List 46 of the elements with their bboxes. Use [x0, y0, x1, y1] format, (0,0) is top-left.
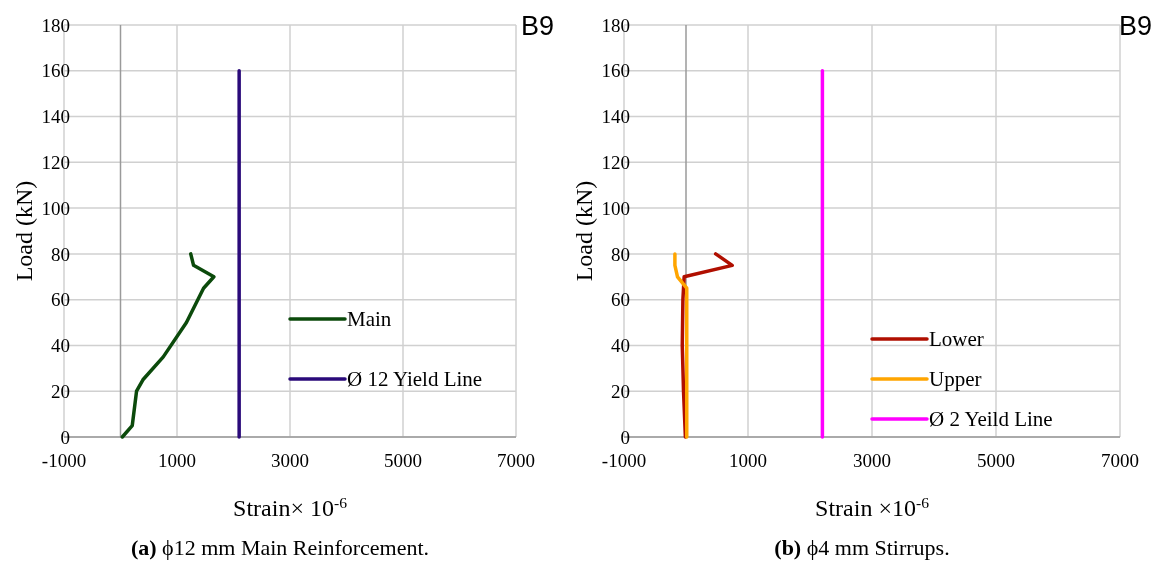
- x-axis-title: Strain ×10$^{-6}$: [815, 493, 930, 521]
- x-tick-label: 3000: [853, 450, 891, 471]
- text: B9: [520, 11, 554, 41]
- line-series: [680, 252, 734, 439]
- y-axis-title: Load (kN): [11, 180, 37, 282]
- line-series: [120, 252, 216, 439]
- y-tick-label: 80: [51, 243, 70, 265]
- x-tick-label: -1000: [41, 450, 87, 471]
- y-tick-label: 60: [51, 289, 70, 311]
- y-tick-label: 0: [60, 426, 70, 448]
- y-tick-label: 40: [51, 335, 70, 357]
- x-tick-label: 1000: [158, 450, 196, 471]
- x-tick-label: 7000: [1101, 450, 1139, 471]
- y-tick-label: 0: [620, 426, 630, 448]
- y-tick-label: 140: [601, 106, 630, 128]
- y-axis-title: Load (kN): [571, 180, 597, 282]
- y-tick-label: 100: [601, 197, 630, 219]
- y-tick-label: 180: [41, 14, 70, 36]
- text: (a) ϕ12 mm Main Reinforcement.: [130, 535, 430, 560]
- y-tick-label: 60: [611, 289, 630, 311]
- line-series: [673, 252, 689, 439]
- x-tick-label: 7000: [497, 450, 535, 471]
- y-tick-label: 120: [41, 151, 70, 173]
- x-tick-label: 5000: [384, 450, 422, 471]
- y-tick-label: 40: [611, 335, 630, 357]
- text: (b) ϕ4 mm Stirrups.: [774, 535, 950, 560]
- legend-label: Lower: [929, 327, 984, 352]
- x-axis-title: Strain× 10$^{-6}$: [233, 493, 348, 521]
- legend-label: Ø 2 Yeild Line: [929, 407, 1053, 432]
- annotation: B9: [1118, 11, 1152, 41]
- y-tick-label: 160: [601, 60, 630, 82]
- legend-label: Upper: [929, 367, 982, 392]
- x-tick-label: 5000: [977, 450, 1015, 471]
- y-tick-label: 100: [41, 197, 70, 219]
- y-tick-label: 20: [611, 380, 630, 402]
- x-tick-label: -1000: [601, 450, 647, 471]
- y-tick-label: 160: [41, 60, 70, 82]
- y-tick-label: 80: [611, 243, 630, 265]
- y-tick-label: 20: [51, 380, 70, 402]
- y-tick-label: 120: [601, 151, 630, 173]
- x-tick-label: 3000: [271, 450, 309, 471]
- y-tick-label: 140: [41, 106, 70, 128]
- x-tick-label: 1000: [729, 450, 767, 471]
- legend-label: Main: [347, 307, 392, 332]
- y-tick-label: 180: [601, 14, 630, 36]
- legend-label: Ø 12 Yield Line: [347, 367, 483, 392]
